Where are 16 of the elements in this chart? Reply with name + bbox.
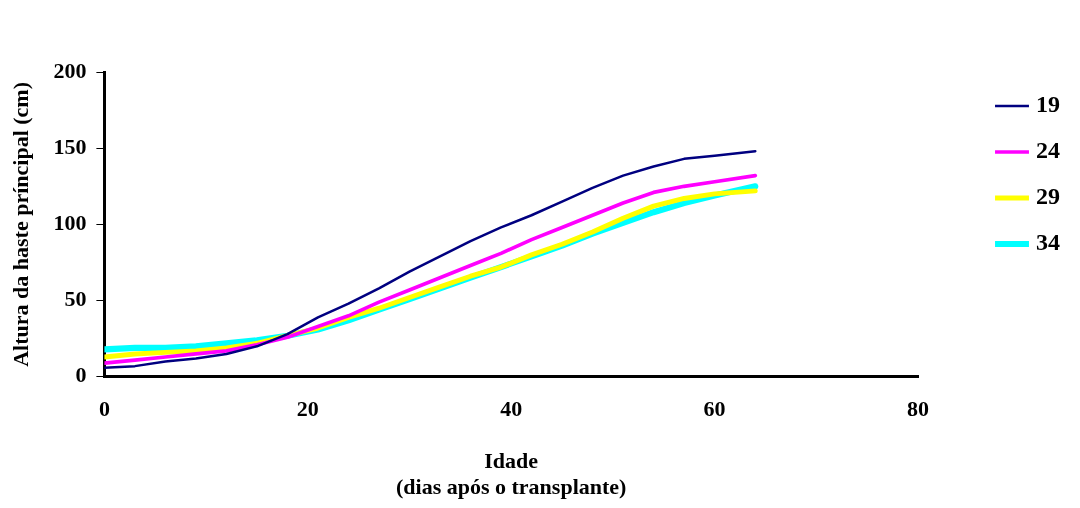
legend-label: 29 (1036, 183, 1060, 210)
y-axis-title: Altura da haste príncipal (cm) (7, 82, 33, 367)
legend-label: 34 (1036, 229, 1060, 256)
y-tick-label: 0 (75, 362, 87, 388)
y-tick-label: 50 (64, 286, 87, 312)
x-axis-title: Idade (dias após o transplante) (395, 448, 627, 500)
x-tick-label: 20 (296, 395, 319, 421)
x-tick-label: 0 (98, 395, 110, 421)
x-tick-label: 80 (907, 395, 929, 421)
y-tick-label: 200 (53, 57, 87, 83)
y-tick-label: 150 (53, 133, 87, 159)
legend-label: 19 (1036, 91, 1060, 118)
legend-label: 24 (1036, 137, 1060, 164)
x-tick-label: 60 (703, 395, 726, 421)
x-tick-label: 40 (500, 395, 523, 421)
y-tick-label: 100 (53, 210, 87, 236)
